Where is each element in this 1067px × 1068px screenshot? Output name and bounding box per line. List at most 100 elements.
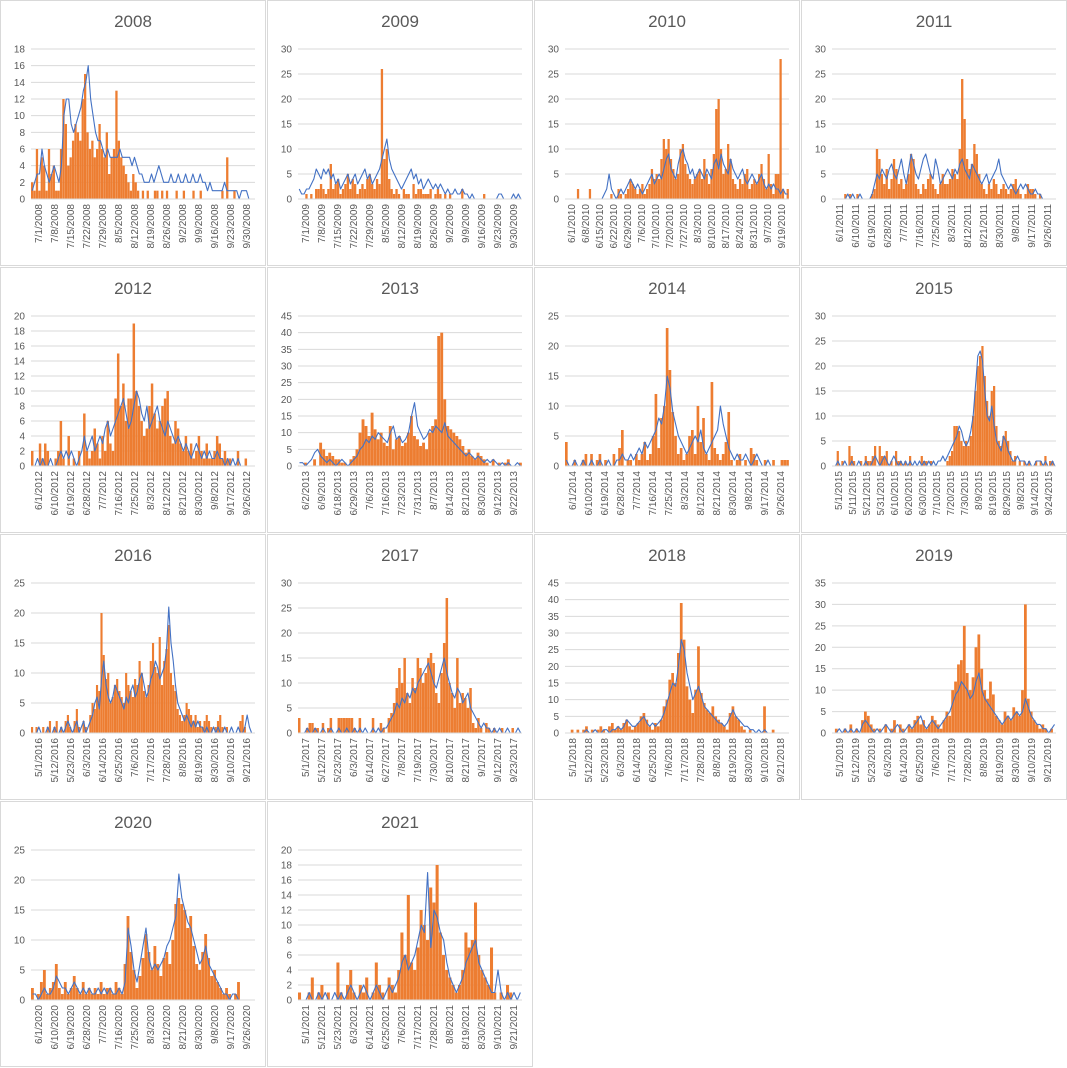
bar [81,99,84,199]
y-tick-label: 14 [14,78,26,89]
bar [44,443,47,466]
bar [38,443,42,466]
bar [755,460,759,466]
bar [161,406,164,466]
bar [443,399,447,466]
bar [429,653,433,733]
bar [772,460,775,466]
x-tick-label: 8/3/2020 [146,1005,157,1044]
bar [160,685,164,733]
x-tick-label: 9/21/2018 [776,738,787,783]
bar [657,448,661,466]
bar [922,720,925,733]
bar [400,932,404,1000]
x-tick-label: 6/10/2014 [584,471,595,516]
bar [352,456,356,466]
bar [901,728,905,733]
bar [1000,446,1003,466]
y-tick-label: 10 [14,111,26,122]
bar [201,952,205,1000]
bar [743,729,746,733]
chart-panel: 2019 0 5 10 15 20 25 30 35 5/1/2019 5/12/2019 5/23/… [801,534,1067,800]
bar [362,992,366,1000]
x-tick-label: 8/30/2011 [995,204,1006,248]
bar [422,194,425,199]
bar [426,940,430,1000]
bar [444,194,447,199]
x-tick-label: 7/8/2009 [317,204,328,243]
x-tick-label: 9/2/2008 [178,204,189,243]
bar [483,977,487,1000]
x-tick-label: 6/28/2011 [883,204,894,248]
bar [749,448,753,466]
bar [958,149,961,199]
bar [81,982,85,1000]
bar [997,194,1000,199]
bar [688,699,692,733]
bar [648,726,652,733]
x-tick-label: 7/8/2017 [397,738,408,777]
bar [397,194,401,199]
bar [198,970,202,1000]
bar [958,431,961,466]
bar [983,690,987,733]
bar [665,149,668,199]
bar [57,988,61,1000]
x-tick-label: 5/12/2021 [317,1005,328,1050]
y-tick-label: 5 [820,437,826,448]
bar [919,724,923,733]
y-tick-label: 20 [548,662,560,673]
bar [971,677,975,733]
bar [1018,461,1021,466]
bar [42,970,46,1000]
bar [210,458,214,466]
bar [702,703,706,733]
bar [748,729,752,733]
y-tick-label: 0 [19,996,25,1007]
chart-plot: 0 2 4 6 8 10 12 14 16 18 7/1/2008 7/8/2008 7/15/2008… [14,45,255,249]
bar [674,179,677,199]
bar [477,955,481,1000]
bar [490,947,494,1000]
bar [924,189,927,199]
bar [76,132,80,199]
bar [442,643,446,733]
bar [467,449,471,466]
bar [131,697,134,733]
bar [720,723,723,733]
x-tick-label: 5/21/2015 [862,471,873,516]
x-tick-label: 8/21/2011 [979,204,990,248]
bar [626,189,630,199]
bar [929,174,932,199]
bar [1012,184,1015,199]
bar [469,688,472,733]
bar [464,932,468,1000]
x-tick-label: 7/6/2016 [130,738,141,777]
y-tick-label: 8 [19,402,25,413]
chart-title: 2017 [381,546,419,565]
bar [474,728,478,733]
bar [588,189,592,199]
bar [208,458,211,466]
bar [448,683,451,733]
bar [740,726,743,733]
bar [183,910,187,1000]
bar [639,716,643,733]
x-tick-label: 8/21/2014 [712,471,723,516]
bar [138,661,141,733]
bar [951,690,955,733]
series-line [32,873,254,1001]
bar [158,421,162,466]
bar [885,451,888,466]
x-tick-label: 7/25/2020 [130,1005,141,1050]
x-tick-label: 5/1/2019 [835,738,846,777]
y-tick-label: 15 [548,679,560,690]
bar [145,697,148,733]
x-tick-label: 5/23/2016 [66,738,77,783]
x-tick-label: 6/20/2015 [904,471,915,516]
bar [688,179,692,199]
bar [1012,707,1016,733]
y-tick-label: 20 [548,342,560,353]
bar [765,189,768,199]
x-tick-label: 6/14/2021 [365,1005,376,1050]
